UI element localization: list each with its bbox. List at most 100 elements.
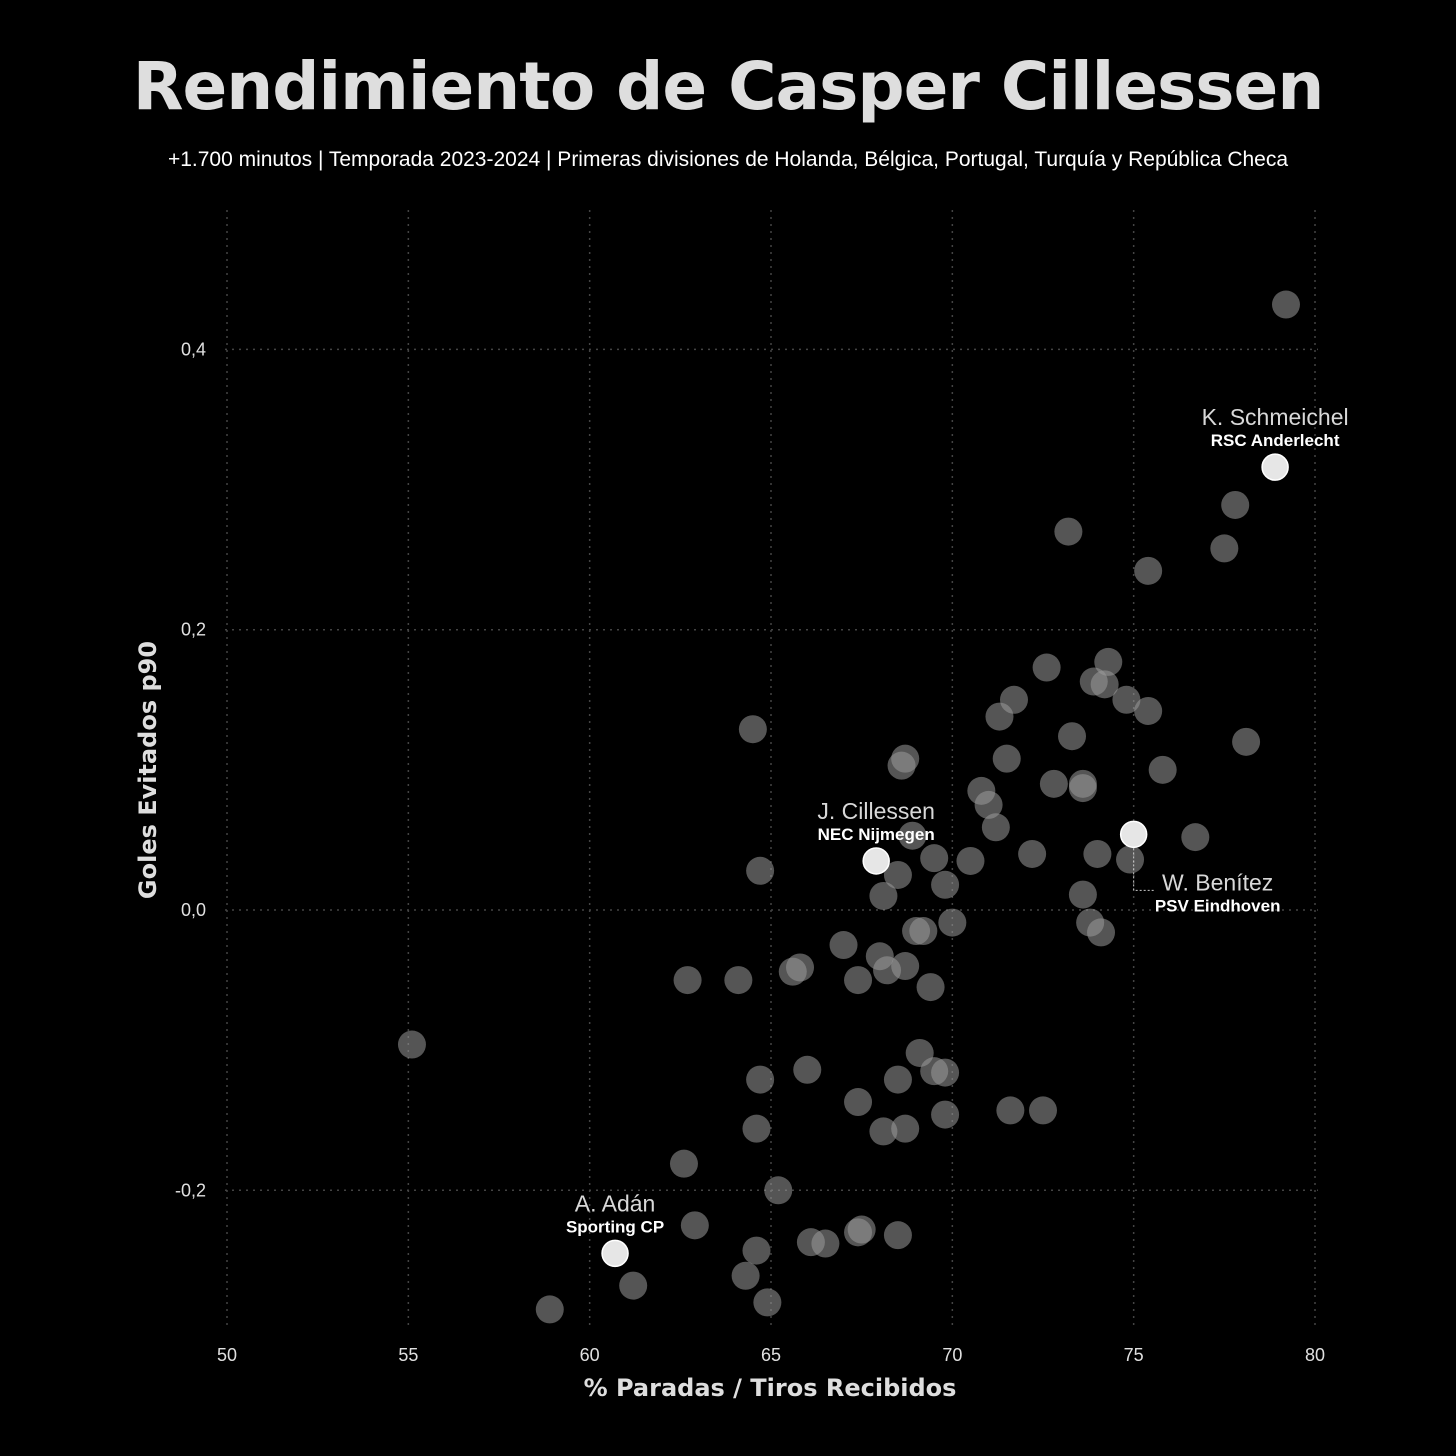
annotation-team: RSC Anderlecht [1211, 431, 1340, 450]
data-point [1094, 647, 1123, 676]
data-point [869, 881, 898, 910]
data-point [1054, 517, 1083, 546]
data-point [938, 908, 967, 937]
data-point [535, 1295, 564, 1324]
data-point [844, 1218, 873, 1247]
data-point [898, 821, 927, 850]
data-point [680, 1211, 709, 1240]
data-point [1271, 290, 1300, 319]
data-point [1083, 839, 1112, 868]
data-point [742, 1114, 771, 1143]
data-point [742, 1236, 771, 1265]
highlight-point [862, 847, 890, 875]
data-point [992, 744, 1021, 773]
x-tick-label: 65 [761, 1345, 781, 1365]
x-tick-label: 75 [1124, 1345, 1144, 1365]
data-point [1029, 1096, 1057, 1125]
data-point [883, 860, 912, 889]
data-point [764, 1176, 793, 1205]
data-point [883, 1221, 912, 1250]
data-point [786, 953, 815, 982]
data-point [1232, 727, 1261, 756]
data-point [891, 1114, 920, 1143]
data-point [1090, 670, 1119, 699]
data-point [996, 1096, 1025, 1125]
data-point [1112, 685, 1141, 714]
data-points [397, 290, 1300, 1324]
chart-subtitle: +1.700 minutos | Temporada 2023-2024 | P… [167, 148, 1289, 171]
y-axis-label: Goles Evitados p90 [134, 641, 162, 899]
data-point [1087, 918, 1116, 947]
data-point [746, 856, 775, 885]
data-point [931, 1100, 960, 1129]
x-tick-label: 80 [1305, 1345, 1325, 1365]
data-point [724, 966, 753, 995]
data-point [931, 1058, 960, 1087]
data-point [731, 1261, 760, 1290]
data-point [956, 846, 985, 875]
annotation-name: K. Schmeichel [1202, 404, 1349, 430]
data-point [793, 1055, 822, 1084]
data-point [931, 870, 960, 899]
data-point [1134, 696, 1163, 725]
x-tick-label: 50 [217, 1345, 237, 1365]
data-point [981, 813, 1010, 842]
y-axis-ticks: 0,4 0,2 0,0 -0,2 [175, 339, 206, 1200]
data-point [1018, 839, 1047, 868]
data-point [746, 1065, 775, 1094]
data-point [916, 973, 945, 1002]
data-point [902, 917, 931, 946]
data-point [1116, 845, 1145, 874]
data-point [1039, 769, 1068, 798]
data-point [974, 790, 1003, 819]
data-point [869, 1117, 898, 1146]
x-axis-ticks: 50 55 60 65 70 75 80 [217, 1345, 1325, 1365]
data-point [1181, 823, 1210, 852]
data-point [753, 1288, 782, 1317]
x-axis-label: % Paradas / Tiros Recibidos [584, 1374, 957, 1402]
data-point [1068, 774, 1097, 803]
highlight-point [1119, 820, 1148, 849]
data-point [844, 1088, 873, 1117]
data-point [1210, 534, 1239, 563]
data-point [1058, 722, 1087, 751]
annotation-team: PSV Eindhoven [1155, 896, 1281, 915]
data-point [738, 715, 767, 744]
data-point [811, 1229, 840, 1258]
data-point [1221, 490, 1250, 519]
data-point [1134, 556, 1163, 585]
annotation-name: J. Cillessen [817, 798, 935, 824]
data-point [887, 751, 916, 780]
data-point [920, 844, 949, 873]
data-point [873, 956, 902, 985]
annotation-team: Sporting CP [566, 1217, 664, 1236]
data-point [829, 931, 858, 960]
x-tick-label: 70 [942, 1345, 962, 1365]
highlight-point [1261, 453, 1289, 481]
data-point [1068, 880, 1097, 909]
data-point [673, 966, 702, 995]
y-tick-label: 0,4 [181, 339, 206, 359]
annotation-connector [1133, 848, 1154, 891]
data-point [985, 702, 1014, 731]
data-point [883, 1065, 912, 1094]
y-tick-label: -0,2 [175, 1180, 206, 1200]
data-point [1148, 755, 1177, 784]
data-point [669, 1149, 698, 1178]
y-tick-label: 0,2 [181, 620, 206, 640]
data-point [1032, 653, 1061, 682]
y-tick-label: 0,0 [181, 900, 206, 920]
x-tick-label: 60 [580, 1345, 600, 1365]
chart-title: Rendimiento de Casper Cillessen [132, 48, 1325, 125]
grid-lines [225, 210, 1318, 1325]
highlight-point [601, 1239, 629, 1268]
x-tick-label: 55 [398, 1345, 418, 1365]
annotation-team: NEC Nijmegen [818, 825, 935, 844]
data-point [397, 1030, 426, 1059]
data-point [844, 966, 873, 995]
annotation-name: W. Benítez [1162, 869, 1273, 895]
annotation-name: A. Adán [575, 1190, 656, 1216]
data-point [619, 1271, 648, 1300]
